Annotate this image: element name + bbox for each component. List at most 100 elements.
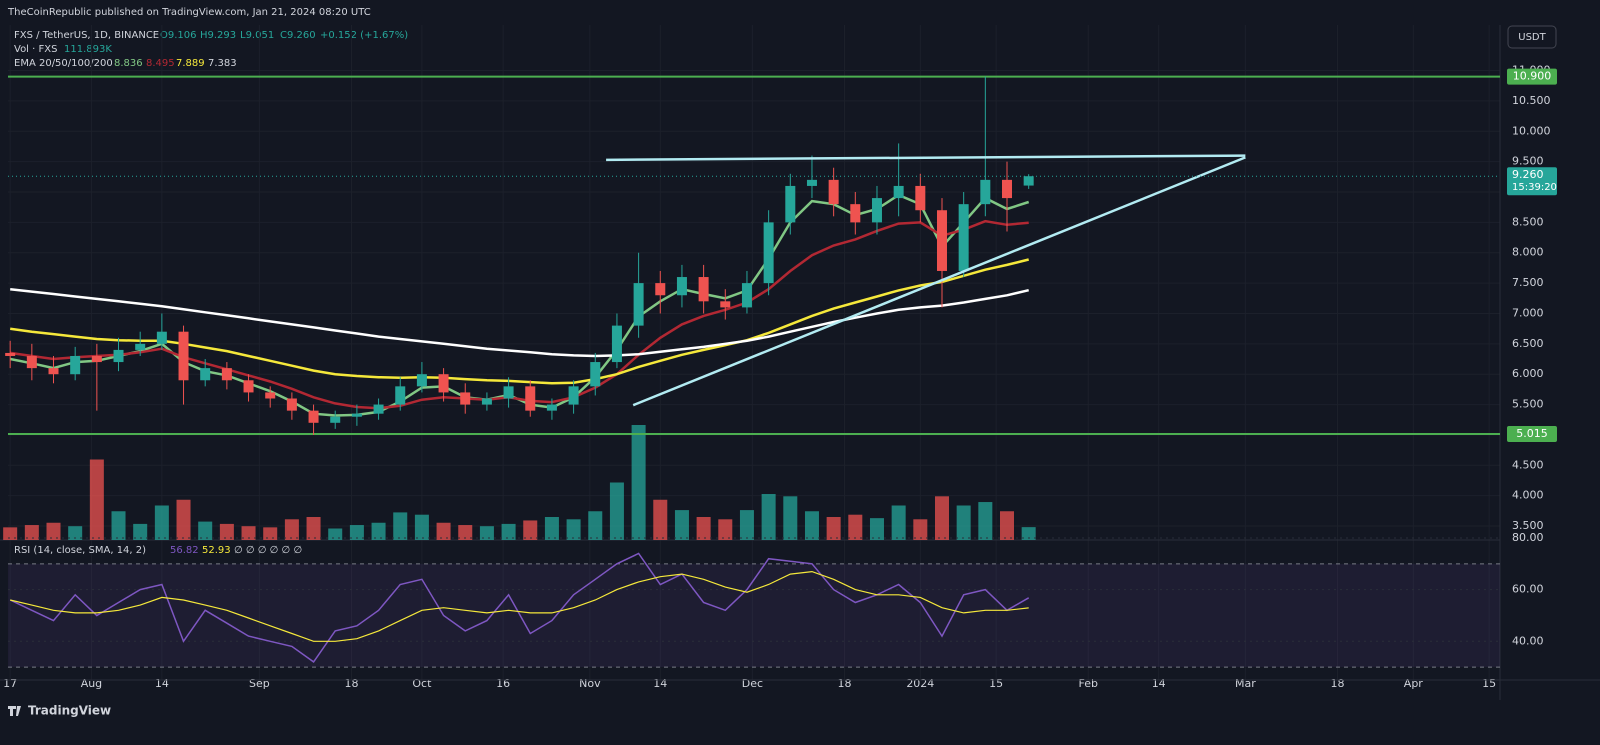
y-tick-label: 6.000 xyxy=(1512,367,1544,380)
volume-bar xyxy=(3,527,18,540)
volume-bar xyxy=(263,527,278,540)
x-tick-label: 2024 xyxy=(906,677,934,690)
volume-bar xyxy=(718,519,733,540)
volume-bar xyxy=(176,499,191,540)
volume-bar xyxy=(869,518,884,540)
volume-bar xyxy=(133,523,148,540)
volume-bar xyxy=(328,528,343,540)
y-tick-label: 8.000 xyxy=(1512,246,1544,259)
x-tick-label: 18 xyxy=(344,677,358,690)
x-tick-label: Feb xyxy=(1079,677,1098,690)
volume-bar xyxy=(588,511,603,540)
volume-bar xyxy=(848,514,863,540)
x-tick-label: 18 xyxy=(837,677,851,690)
volume-bar xyxy=(934,496,949,540)
x-tick-label: 14 xyxy=(155,677,169,690)
candle-body xyxy=(785,185,796,223)
candle-body xyxy=(113,349,124,363)
y-tick-label: 9.500 xyxy=(1512,155,1544,168)
volume-bar xyxy=(46,522,61,540)
volume-bar xyxy=(436,522,451,540)
volume-bar xyxy=(761,494,776,540)
currency-button[interactable] xyxy=(1507,25,1557,49)
candle-body xyxy=(200,368,211,381)
volume-bar xyxy=(609,482,624,540)
volume-bar xyxy=(544,517,559,540)
volume-bar xyxy=(631,425,646,540)
y-tick-label: 10.500 xyxy=(1512,94,1551,107)
candle-body xyxy=(806,179,817,186)
candle-body xyxy=(828,179,839,205)
candle-body xyxy=(308,410,319,423)
ohlc-low: L9.051 xyxy=(240,30,274,41)
y-tick-label: 4.500 xyxy=(1512,458,1544,471)
y-tick-label: 5.500 xyxy=(1512,398,1544,411)
level-tag xyxy=(1507,68,1557,85)
candle-body xyxy=(633,283,644,326)
volume-bar xyxy=(371,522,386,540)
volume-bar xyxy=(826,517,841,540)
y-tick-label: 3.500 xyxy=(1512,519,1544,532)
candle-body xyxy=(460,392,471,405)
candle-body xyxy=(286,398,297,411)
volume-bar xyxy=(479,526,494,540)
x-tick-label: 15 xyxy=(989,677,1003,690)
ema-value: 7.383 xyxy=(208,58,237,69)
candle-body xyxy=(525,386,536,411)
level-tag xyxy=(1507,426,1557,443)
x-tick-label: 16 xyxy=(496,677,510,690)
currency[interactable]: USDT xyxy=(1518,32,1546,43)
candle-body xyxy=(568,386,579,405)
candle-body xyxy=(395,386,406,405)
candle-body xyxy=(265,392,276,399)
x-tick-label: 14 xyxy=(653,677,667,690)
volume-bar xyxy=(913,519,928,540)
change: +0.152 (+1.67%) xyxy=(320,30,408,41)
candle-body xyxy=(221,368,232,381)
ema-value: 8.836 xyxy=(114,58,143,69)
rsi-tick-label: 60.00 xyxy=(1512,583,1544,596)
brand: TradingView xyxy=(28,704,111,718)
volume-bar xyxy=(414,514,429,540)
candle-body xyxy=(871,198,882,223)
ohlc-high: H9.293 xyxy=(200,30,236,41)
rsi-sma-value: 52.93 xyxy=(202,545,231,556)
candle-body xyxy=(243,380,254,393)
x-tick-label: Dec xyxy=(742,677,763,690)
publisher: TheCoinRepublic published on TradingView… xyxy=(7,7,371,18)
candle-body xyxy=(70,355,81,375)
volume-bar xyxy=(566,519,581,540)
volume-bar xyxy=(739,510,754,540)
ema-value: 7.889 xyxy=(176,58,205,69)
volume-bar xyxy=(458,525,473,540)
volume-bar xyxy=(24,525,39,540)
volume-bar xyxy=(696,517,711,540)
x-tick-label: Sep xyxy=(249,677,270,690)
rsi-extra: ∅ ∅ ∅ ∅ ∅ ∅ xyxy=(234,545,302,556)
trendline xyxy=(606,154,1246,162)
candle-body xyxy=(26,355,37,369)
y-tick-label: 10.000 xyxy=(1512,124,1551,137)
volume-bar xyxy=(219,523,234,540)
brand-logo xyxy=(8,706,21,716)
volume-bar xyxy=(241,526,256,540)
ema-line xyxy=(10,287,1029,358)
ohlc-open: O9.106 xyxy=(160,30,197,41)
volume-bar xyxy=(68,526,83,540)
volume-bar xyxy=(978,502,993,540)
volume-bar xyxy=(804,511,819,540)
volume-bar xyxy=(393,512,408,540)
x-tick-label: 15 xyxy=(1482,677,1496,690)
rsi-line xyxy=(9,552,1030,663)
candle-body xyxy=(178,331,189,381)
candle-body xyxy=(546,404,557,411)
x-tick-label: Oct xyxy=(412,677,432,690)
volume-value: 111.893K xyxy=(64,44,112,55)
candle-body xyxy=(720,301,731,308)
candle-body xyxy=(503,386,514,399)
volume-bar xyxy=(674,510,689,540)
rsi-band xyxy=(8,563,1500,668)
candle-body xyxy=(438,374,449,393)
candle-body xyxy=(416,374,427,387)
volume-bar xyxy=(1021,527,1036,540)
